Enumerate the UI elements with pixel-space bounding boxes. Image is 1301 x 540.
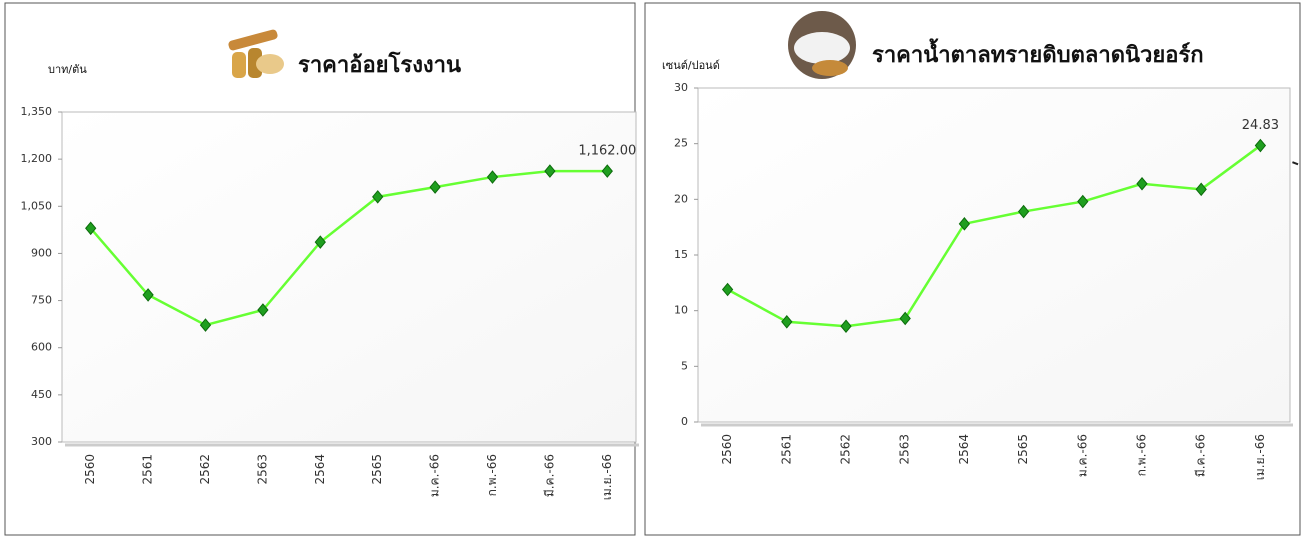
x-tick-label: 2561: [141, 454, 155, 485]
data-point: [781, 315, 793, 329]
x-tick-label: 2565: [370, 454, 384, 485]
sugarcane-icon: [228, 29, 284, 78]
y-tick-label: 10: [674, 304, 688, 317]
data-point: [1195, 182, 1207, 197]
x-tick-label: ม.ค.-66: [428, 454, 442, 497]
data-point: [372, 190, 384, 204]
sugar-icon: [788, 11, 856, 79]
y-tick-label: 30: [674, 81, 688, 94]
x-tick-label: 2561: [779, 434, 793, 465]
data-point: [1136, 176, 1148, 191]
data-point: [199, 318, 212, 332]
data-point: [840, 319, 852, 334]
y-axis-label: บาท/ตัน: [48, 63, 87, 76]
x-tick-label: 2560: [720, 434, 734, 465]
x-tick-label: 2562: [198, 454, 212, 485]
series-line: [89, 169, 608, 327]
x-tick-label: เม.ย.-66: [600, 454, 614, 500]
y-tick-label: 1,200: [21, 152, 53, 165]
plot-area: [697, 87, 1291, 423]
x-tick-label: เม.ย.-66: [1253, 434, 1267, 480]
y-tick-label: 750: [31, 294, 52, 307]
y-tick-label: 900: [31, 246, 52, 259]
x-tick-label: 2562: [839, 434, 853, 465]
data-point: [958, 217, 971, 231]
x-tick-label: 2564: [313, 454, 327, 485]
data-point: [721, 282, 734, 297]
x-tick-label: 2560: [83, 454, 97, 485]
data-point: [1254, 138, 1267, 153]
data-point: [142, 288, 154, 302]
x-tick-label: 2563: [898, 434, 912, 465]
data-point: [1017, 204, 1030, 219]
x-tick-label: ม.ค.-66: [1075, 434, 1089, 477]
data-point: [85, 221, 97, 236]
data-point: [601, 164, 613, 178]
chart-title: ราคาน้ำตาลทรายดิบตลาดนิวยอร์ก: [872, 38, 1204, 68]
data-label: 24.83: [1242, 118, 1279, 133]
data-point: [429, 180, 441, 194]
y-tick-label: 25: [674, 137, 688, 150]
y-tick-label: 5: [681, 359, 688, 372]
y-tick-label: 20: [674, 192, 688, 205]
x-tick-label: มี.ค.-66: [1194, 434, 1208, 477]
data-point: [544, 164, 556, 178]
x-tick-label: 2565: [1016, 434, 1030, 465]
data-point: [899, 311, 911, 326]
y-axis-label: เซนต์/ปอนด์: [662, 59, 720, 72]
data-point: [314, 235, 326, 249]
x-tick-label: ก.พ.-66: [485, 454, 499, 496]
y-tick-label: 300: [31, 435, 52, 448]
x-tick-label: มี.ค.-66: [542, 454, 556, 497]
data-point: [1077, 194, 1089, 209]
x-tick-label: 2564: [957, 434, 971, 465]
data-point: [486, 170, 499, 184]
y-tick-label: 600: [31, 341, 52, 354]
data-point: [257, 303, 269, 317]
y-tick-label: 0: [681, 415, 688, 428]
y-tick-label: 450: [31, 388, 52, 401]
series-line: [727, 144, 1262, 328]
chart-title: ราคาอ้อยโรงงาน: [298, 51, 461, 78]
y-tick-label: 1,050: [21, 199, 53, 212]
y-tick-label: 15: [674, 248, 688, 261]
x-tick-label: 2563: [255, 454, 269, 485]
x-tick-label: ก.พ.-66: [1135, 434, 1149, 476]
plot-area: [61, 111, 637, 443]
y-tick-label: 1,350: [21, 105, 53, 118]
data-label: 1,162.00: [578, 144, 636, 159]
